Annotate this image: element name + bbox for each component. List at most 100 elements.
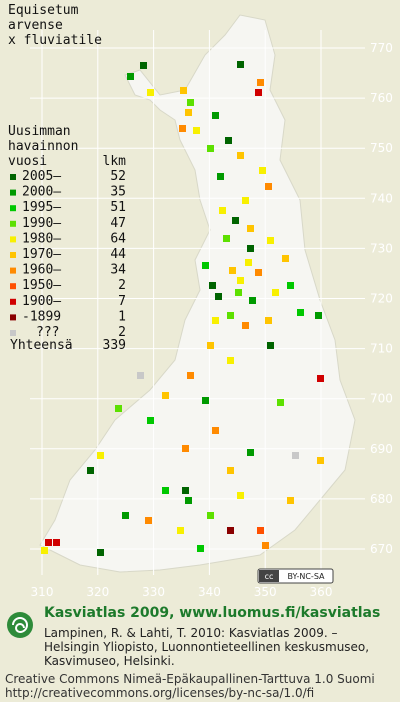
observation <box>122 512 129 519</box>
observation <box>162 392 169 399</box>
observation <box>223 235 230 242</box>
observation <box>237 277 244 284</box>
grid-label: 670 <box>370 542 393 556</box>
legend-swatch <box>10 189 16 196</box>
legend-label: 1980– <box>22 231 61 246</box>
observation <box>227 527 234 534</box>
finland-outline <box>39 14 356 573</box>
observation <box>267 342 274 349</box>
observation <box>237 152 244 159</box>
observation <box>262 542 269 549</box>
observation <box>193 127 200 134</box>
legend-count: 52 <box>110 169 126 184</box>
observation <box>185 109 192 116</box>
brand: Kasviatlas 2009, www.luomus.fi/kasviatla… <box>44 605 380 621</box>
observation <box>292 452 299 459</box>
legend-count: 51 <box>110 200 126 215</box>
legend-count: 47 <box>110 216 126 231</box>
observation <box>267 237 274 244</box>
legend-count: 35 <box>110 185 126 200</box>
observation <box>140 62 147 69</box>
legend-label: 1970– <box>22 247 61 262</box>
observation <box>97 549 104 556</box>
observation <box>197 545 204 552</box>
legend-label: 1995– <box>22 200 61 215</box>
observation <box>212 317 219 324</box>
observation <box>45 539 52 546</box>
observation <box>225 137 232 144</box>
legend-count: 2 <box>118 278 126 293</box>
observation <box>255 89 262 96</box>
observation <box>242 197 249 204</box>
grid-label: 350 <box>254 585 277 599</box>
observation <box>180 87 187 94</box>
grid-label: 750 <box>370 141 393 155</box>
legend-label: ??? <box>36 325 59 340</box>
legend-swatch <box>10 205 16 212</box>
observation <box>317 457 324 464</box>
observation <box>217 173 224 180</box>
observation <box>315 312 322 319</box>
grid-label: 720 <box>370 292 393 306</box>
observation <box>245 259 252 266</box>
grid-label: 690 <box>370 442 393 456</box>
legend-label: 1990– <box>22 216 61 231</box>
observation <box>53 539 60 546</box>
svg-text:cc: cc <box>265 572 274 581</box>
legend-label: -1899 <box>22 309 61 324</box>
observation <box>277 399 284 406</box>
observation <box>182 445 189 452</box>
observation <box>229 267 236 274</box>
legend-swatch <box>10 283 16 290</box>
legend-total-count: 339 <box>103 338 126 353</box>
legend-count: 44 <box>110 247 126 262</box>
grid-label: 760 <box>370 91 393 105</box>
legend-swatch <box>10 174 16 180</box>
observation <box>237 61 244 68</box>
legend-heading: havainnon <box>8 139 78 154</box>
legend-swatch <box>10 267 16 274</box>
observation <box>187 99 194 106</box>
legend-swatch <box>10 314 16 321</box>
observation <box>207 512 214 519</box>
observation <box>87 467 94 474</box>
observation <box>145 517 152 524</box>
legend-swatch <box>10 220 16 227</box>
grid-label: 340 <box>198 585 221 599</box>
observation <box>209 282 216 289</box>
legend-count: 2 <box>118 325 126 340</box>
observation <box>219 207 226 214</box>
species-title: arvense <box>8 18 63 33</box>
observation <box>207 342 214 349</box>
observation <box>287 282 294 289</box>
grid-label: 320 <box>86 585 109 599</box>
observation <box>247 245 254 252</box>
observation <box>227 357 234 364</box>
observation <box>212 427 219 434</box>
observation <box>182 487 189 494</box>
observation <box>259 167 266 174</box>
legend-label: 2000– <box>22 185 61 200</box>
legend-swatch <box>10 236 16 243</box>
legend-swatch <box>10 252 16 258</box>
observation <box>187 372 194 379</box>
observation <box>265 317 272 324</box>
observation <box>255 269 262 276</box>
observation <box>242 322 249 329</box>
legend-col-count: lkm <box>103 154 127 169</box>
observation <box>257 527 264 534</box>
grid-label: 730 <box>370 241 393 255</box>
species-title: x fluviatile <box>8 33 102 48</box>
observation <box>179 125 186 132</box>
observation <box>227 312 234 319</box>
observation <box>162 487 169 494</box>
observation <box>282 255 289 262</box>
grid-label: 740 <box>370 191 393 205</box>
legend-count: 1 <box>118 309 126 324</box>
grid-label: 680 <box>370 492 393 506</box>
legend-swatch <box>10 330 16 336</box>
observation <box>272 289 279 296</box>
observation <box>41 547 48 554</box>
observation <box>137 372 144 379</box>
